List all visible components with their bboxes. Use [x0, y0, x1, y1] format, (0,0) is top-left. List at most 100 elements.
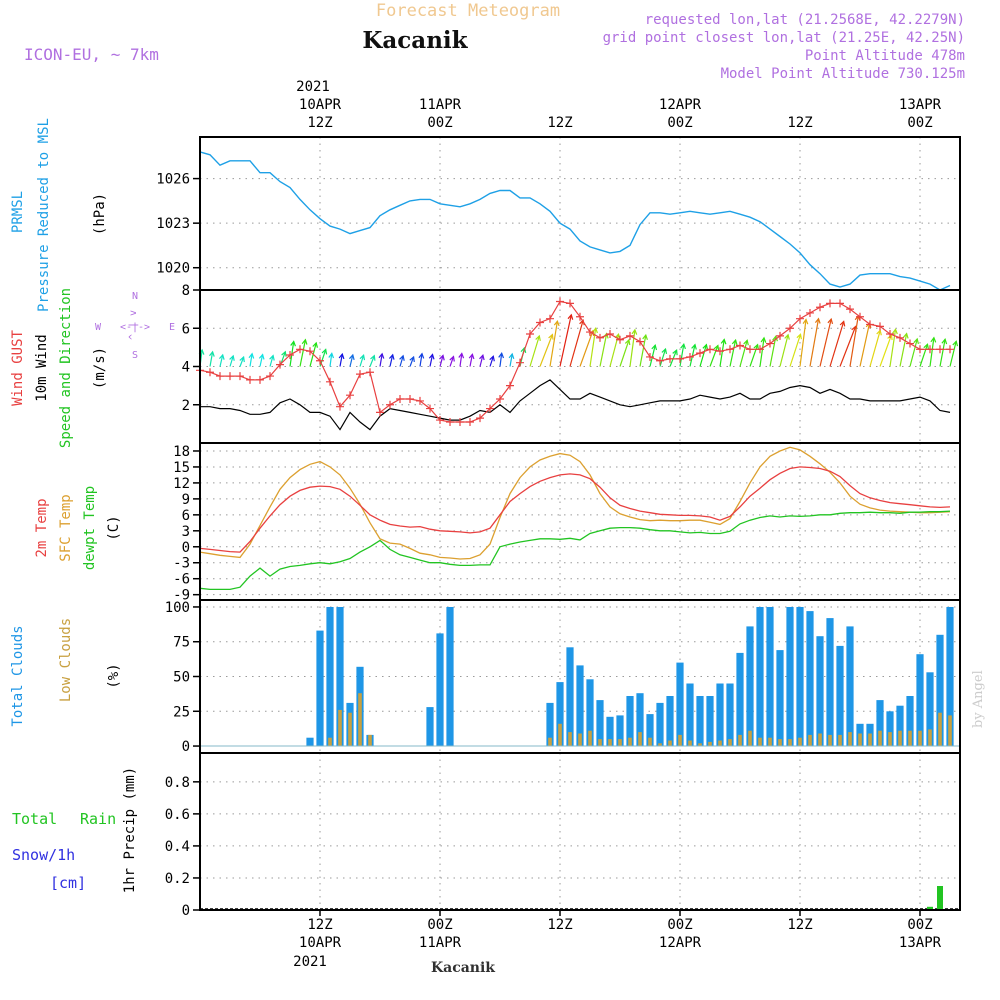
wind-arrow-shaft [769, 336, 777, 367]
total-clouds-label: Total Clouds [10, 625, 26, 726]
compass-west: W [95, 322, 102, 333]
wind-arrow-shaft [729, 339, 737, 367]
total-cloud-bar [596, 700, 604, 746]
total-cloud-bar [586, 679, 594, 747]
gust-marker [436, 416, 444, 425]
wind-arrow-head [631, 328, 638, 335]
gust-marker [226, 372, 234, 381]
gust-marker [596, 333, 604, 342]
wind-arrow-shaft [829, 321, 845, 367]
low-cloud-bar [778, 739, 782, 747]
wind-arrow-head [535, 334, 541, 342]
low-cloud-bar [728, 739, 732, 747]
gust-marker [376, 408, 384, 417]
total-cloud-bar [616, 715, 624, 746]
low-cloud-bar [918, 730, 922, 746]
top-tick-hour-48: 00Z [667, 115, 692, 131]
wind-arrow-head [498, 352, 505, 359]
wind-arrow-head [827, 317, 834, 325]
wind-arrow-shaft [269, 355, 274, 367]
wind-arrow-shaft [919, 344, 929, 367]
gust-marker [286, 351, 294, 360]
wind-arrow-head [624, 338, 631, 346]
wind-arrow-shaft [659, 348, 667, 367]
low-cloud-bar [678, 734, 682, 746]
gust-marker [536, 318, 544, 327]
wind-arrow [258, 353, 265, 367]
ytick-label-2-12: 12 [173, 476, 190, 492]
wind-arrow-shaft [349, 354, 354, 367]
model-altitude: Model Point Altitude 730.125m [721, 66, 965, 82]
ytick-label-0-1023: 1023 [156, 216, 190, 232]
ytick-label-2-6: 6 [182, 508, 190, 524]
total-cloud-bar [846, 626, 854, 746]
gust-marker [656, 356, 664, 365]
wind-arrow-shaft [459, 353, 463, 367]
wind-arrow-head [941, 338, 948, 345]
total-cloud-bar [906, 696, 914, 747]
wind-arrow-shaft [549, 321, 558, 367]
wind-arrow [479, 353, 485, 367]
ytick-label-1-8: 8 [182, 283, 190, 299]
gust-marker [276, 360, 284, 369]
gust-marker [716, 347, 724, 356]
total-cloud-bar [316, 630, 324, 746]
wind-arrow-head [913, 337, 919, 345]
compass-we-arrow: <-|-> [120, 322, 150, 333]
wind-arrow-head [876, 329, 882, 336]
gust-marker [586, 328, 594, 337]
wind-arrow-head [338, 352, 345, 360]
wind-arrow [369, 354, 376, 367]
total-cloud-bar [936, 634, 944, 747]
header-top-label: Forecast Meteogram [376, 1, 560, 21]
snow-unit: [cm] [50, 874, 86, 892]
gust-marker [776, 331, 784, 340]
wind-arrow-head [348, 353, 355, 361]
total-cloud-bar [446, 607, 454, 747]
total-rain-label: Total [12, 810, 57, 828]
total-cloud-bar [306, 737, 314, 746]
wind-arrow-head [567, 313, 574, 320]
gust-marker [366, 368, 374, 377]
gust-marker [626, 331, 634, 340]
wind-arrow-head [548, 333, 554, 340]
wind-arrow [729, 338, 738, 367]
wind-arrow-shaft [909, 338, 918, 367]
wind-arrow-shaft [539, 334, 553, 367]
wind-arrow-shaft [629, 329, 636, 367]
wind-arrow-shaft [809, 318, 820, 367]
wind-arrow [539, 333, 554, 367]
wind-arrow-head [772, 335, 778, 342]
wind-arrow-shaft [679, 344, 685, 367]
pressure-panel [199, 151, 951, 291]
wind-arrow [428, 353, 435, 367]
total-cloud-bar [666, 696, 674, 747]
wind-arrow-shaft [229, 355, 234, 367]
wind-arrow [449, 355, 455, 367]
gust-marker [256, 375, 264, 384]
gust-marker [336, 402, 344, 411]
low-cloud-bar [758, 737, 762, 746]
wind-arrow-head [370, 354, 376, 361]
wind-arrow-head [930, 336, 937, 343]
total-cloud-bar [826, 618, 834, 747]
wind-arrow-head [760, 336, 767, 343]
wind-arrow-shaft [709, 345, 719, 367]
wind-arrow-shaft [339, 354, 343, 367]
gust-marker [456, 417, 464, 426]
ytick-label-2--3: -3 [173, 556, 190, 572]
precip-axis-labels: Total Rain Snow/1h [cm] 1hr Precip (mm) [12, 767, 138, 893]
gust-marker [486, 404, 494, 413]
wind-arrow-shaft [609, 334, 620, 367]
wind-arrow-shaft [759, 337, 765, 367]
gust-marker [896, 333, 904, 342]
pressure-axis-labels: PRMSL Pressure Reduced to MSL (hPa) [10, 118, 108, 312]
low-cloud-bar [738, 734, 742, 746]
wind-arrow-head [489, 355, 495, 362]
ytick-label-4-0: 0 [182, 903, 190, 919]
low-cloud-bar [328, 737, 332, 746]
gust-marker [736, 341, 744, 350]
wind-arrow-head [399, 354, 405, 361]
compass-south: S [132, 350, 138, 361]
wind-arrow-head [439, 354, 445, 361]
